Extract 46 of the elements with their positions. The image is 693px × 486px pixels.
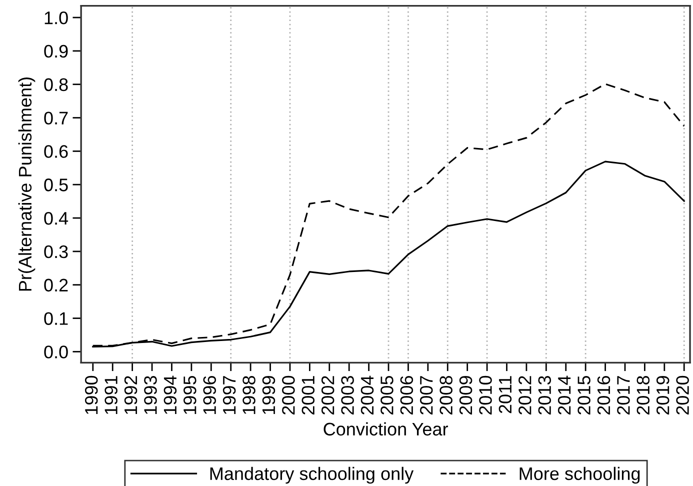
x-tick-label: 1996 <box>203 376 216 414</box>
x-tick-label: 2004 <box>360 376 374 414</box>
x-tick-label: 1995 <box>184 376 196 414</box>
y-tick-label: 0.0 <box>44 346 68 358</box>
legend-label: Mandatory schooling only <box>210 466 414 484</box>
x-tick-label: 2002 <box>321 376 334 414</box>
x-tick-label: 1997 <box>222 376 236 414</box>
x-tick-label: 2001 <box>302 376 315 414</box>
x-tick-label: 2011 <box>498 376 512 414</box>
y-tick-label: 1.0 <box>44 11 68 24</box>
y-tick-label: 0.1 <box>44 312 68 325</box>
x-tick-label: 1992 <box>124 376 138 414</box>
legend-label: More schooling <box>520 466 640 484</box>
y-tick-label: 0.6 <box>44 145 68 158</box>
x-tick-label: 1999 <box>262 376 276 414</box>
x-tick-label: 1990 <box>84 376 98 414</box>
x-tick-label: 2003 <box>341 376 354 414</box>
y-tick-label: 0.5 <box>44 178 68 192</box>
x-tick-label: 2008 <box>440 376 452 414</box>
x-tick-label: 2014 <box>558 376 571 414</box>
y-tick-label: 0.3 <box>44 245 68 258</box>
x-tick-label: 2007 <box>420 376 433 414</box>
x-tick-label: 2018 <box>636 376 650 414</box>
y-tick-label: 0.2 <box>44 278 68 292</box>
x-tick-label: 2006 <box>400 376 414 414</box>
x-tick-label: 2009 <box>459 376 472 414</box>
y-tick-label: 0.8 <box>44 78 68 92</box>
x-tick-label: 2016 <box>597 376 610 414</box>
x-tick-label: 1993 <box>144 376 157 414</box>
y-tick-label: 0.7 <box>44 112 68 124</box>
x-tick-label: 2012 <box>518 376 532 414</box>
x-tick-label: 2000 <box>282 376 295 414</box>
x-tick-label: 2005 <box>380 376 394 414</box>
x-axis-title: Conviction Year <box>324 422 448 436</box>
x-tick-label: 1994 <box>164 376 177 414</box>
y-tick-label: 0.4 <box>44 212 68 225</box>
x-tick-label: 2020 <box>676 376 689 414</box>
x-tick-label: 2015 <box>578 376 590 414</box>
x-tick-label: 2010 <box>479 376 492 414</box>
x-tick-label: 2019 <box>656 376 670 414</box>
x-tick-label: 2017 <box>617 376 630 414</box>
y-tick-label: 0.9 <box>44 44 68 58</box>
y-axis-title: Pr(Alternative Punishment) <box>18 78 36 291</box>
x-tick-label: 1998 <box>242 376 256 414</box>
x-tick-label: 1991 <box>104 376 118 414</box>
x-tick-label: 2013 <box>538 376 552 414</box>
